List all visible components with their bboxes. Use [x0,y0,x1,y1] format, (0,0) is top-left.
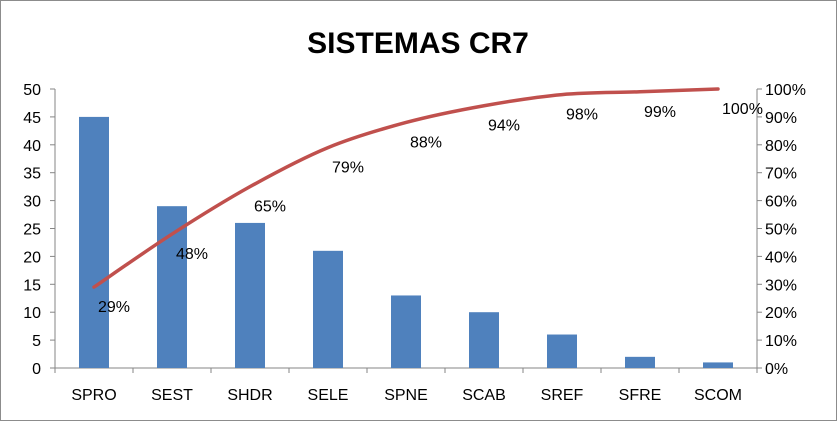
x-axis-tick-label: SREF [541,387,584,404]
right-axis-tick-label: 80% [765,138,797,155]
left-axis-tick-label: 30 [23,194,41,211]
x-axis-tick-label: SELE [308,387,349,404]
x-axis-tick-label: SCAB [462,387,506,404]
left-axis-tick-label: 45 [23,110,41,127]
bar [157,206,187,368]
line-data-label: 48% [176,246,208,263]
right-axis-tick-label: 90% [765,110,797,127]
left-axis-tick-label: 10 [23,305,41,322]
line-data-label: 29% [98,299,130,316]
x-axis-tick-label: SFRE [619,387,662,404]
right-axis-tick-label: 30% [765,277,797,294]
left-axis-tick-label: 50 [23,82,41,99]
left-axis-tick-label: 35 [23,166,41,183]
x-axis-tick-label: SHDR [227,387,272,404]
right-axis-tick-label: 10% [765,333,797,350]
bar [391,295,421,368]
x-axis-tick-label: SPRO [71,387,116,404]
x-axis-tick-label: SCOM [694,387,742,404]
right-axis-tick-label: 70% [765,166,797,183]
bar [235,222,265,368]
left-axis-tick-label: 15 [23,277,41,294]
right-axis-tick-label: 60% [765,194,797,211]
left-axis-tick-label: 40 [23,138,41,155]
bar [547,334,577,368]
line-data-label: 98% [566,107,598,124]
bar-series [79,116,733,369]
x-axis-tick-label: SEST [151,387,193,404]
bar [79,116,109,369]
data-labels: 29% 48% 65% 79% 88% 94% 98% 99% 100% [98,101,763,316]
bar [625,356,655,368]
bar [703,362,733,368]
left-axis-tick-label: 25 [23,222,41,239]
right-axis-tick-label: 100% [765,82,806,99]
left-axis-tick-label: 20 [23,249,41,266]
line-data-label: 99% [644,104,676,121]
right-axis-tick-label: 40% [765,249,797,266]
left-axis-tick-label: 5 [32,333,41,350]
chart-title: SISTEMAS CR7 [307,27,529,60]
bar [313,250,343,368]
line-data-label: 94% [488,118,520,135]
right-axis-tick-label: 50% [765,222,797,239]
right-axis-tick-label: 20% [765,305,797,322]
bar [469,312,499,368]
line-data-label: 79% [332,160,364,177]
left-axis-tick-label: 0 [32,361,41,378]
x-axis-tick-label: SPNE [384,387,428,404]
cumulative-line-series [92,87,720,289]
line-data-label: 65% [254,199,286,216]
axes: 0 5 10 15 20 25 30 35 40 45 50 0% 10% 20% 30% 40% 50% 60%… [23,82,806,404]
right-axis-tick-label: 0% [765,361,788,378]
cumulative-line [92,87,720,289]
line-data-label: 100% [722,101,763,118]
line-data-label: 88% [410,134,442,151]
